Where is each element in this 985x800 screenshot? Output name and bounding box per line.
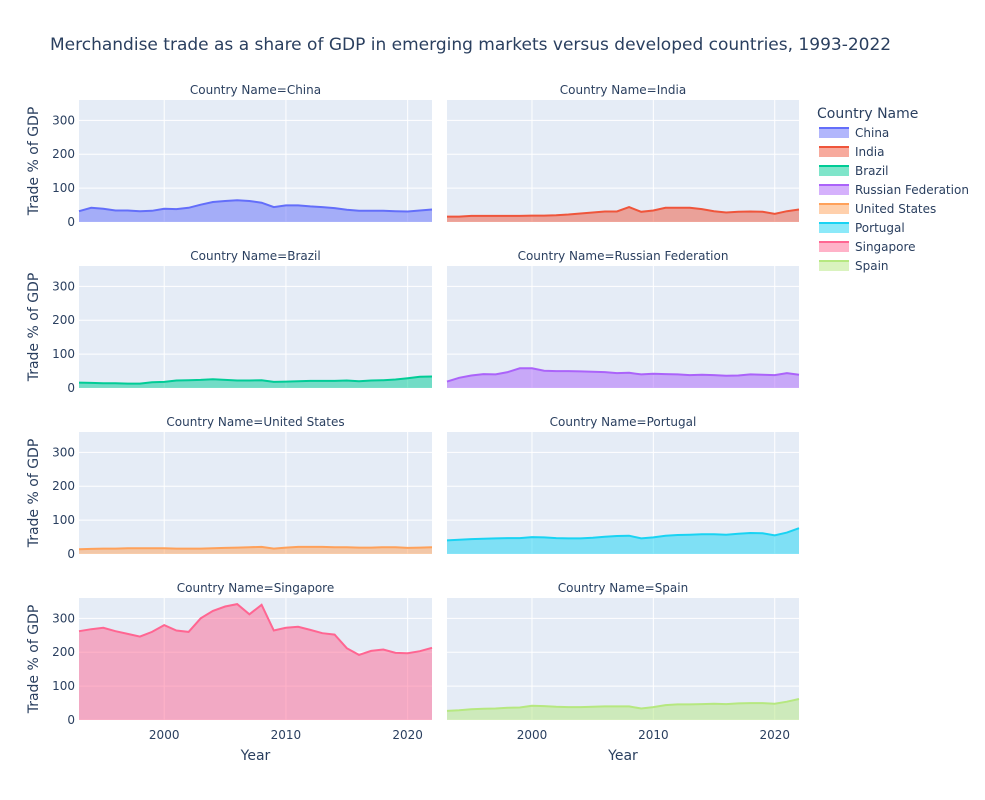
plot-background <box>447 266 799 388</box>
x-axis-label: Year <box>607 748 638 764</box>
x-tick-label: 2000 <box>149 728 180 742</box>
facet-label: Country Name=United States <box>166 415 344 429</box>
legend-label: China <box>855 126 889 140</box>
y-axis-label: Trade % of GDP <box>26 107 42 217</box>
legend-swatch <box>819 261 849 271</box>
legend-item[interactable]: India <box>819 145 884 159</box>
series-line <box>78 199 433 213</box>
y-tick-label: 300 <box>52 113 75 127</box>
plot-background <box>447 100 799 222</box>
y-tick-label: 100 <box>52 347 75 361</box>
legend: Country Name China India Brazil Russian Fed… <box>817 106 969 273</box>
legend-swatch <box>819 185 849 195</box>
legend-swatch <box>819 128 849 138</box>
series-area <box>79 200 432 222</box>
x-tick-label: 2010 <box>638 728 669 742</box>
y-tick-label: 0 <box>67 547 75 561</box>
y-tick-label: 300 <box>52 611 75 625</box>
legend-label: Singapore <box>855 240 916 254</box>
facet-label: Country Name=India <box>560 83 686 97</box>
legend-item[interactable]: United States <box>819 202 936 216</box>
legend-item[interactable]: Brazil <box>819 164 889 178</box>
legend-item[interactable]: China <box>819 126 889 140</box>
facet-panel: Country Name=Russian Federation <box>446 249 800 389</box>
y-tick-label: 0 <box>67 215 75 229</box>
legend-swatch <box>819 147 849 157</box>
y-tick-label: 200 <box>52 479 75 493</box>
series-line <box>78 603 433 656</box>
facet-panels: Country Name=China 0 100 200 300 Trade % of G… <box>26 83 800 764</box>
y-tick-label: 200 <box>52 147 75 161</box>
legend-swatch <box>819 223 849 233</box>
plot-background <box>79 266 432 388</box>
legend-label: United States <box>855 202 936 216</box>
series-line <box>447 206 800 218</box>
y-tick-label: 0 <box>67 713 75 727</box>
legend-swatch <box>819 242 849 252</box>
facet-label: Country Name=China <box>190 83 321 97</box>
facet-panel: Country Name=China 0 100 200 300 Trade % of G… <box>26 83 433 229</box>
plot-background <box>447 598 799 720</box>
series-line <box>78 545 433 551</box>
facet-panel: Country Name=United States 0 100 200 300 Trad… <box>26 415 433 561</box>
legend-label: Brazil <box>855 164 889 178</box>
y-tick-label: 200 <box>52 313 75 327</box>
series-line <box>446 527 800 542</box>
facet-panel: Country Name=Brazil 0 100 200 300 Trade % of … <box>26 249 433 395</box>
facet-label: Country Name=Portugal <box>550 415 697 429</box>
y-tick-label: 0 <box>67 381 75 395</box>
facet-label: Country Name=Spain <box>558 581 688 595</box>
x-tick-label: 2020 <box>759 728 790 742</box>
facet-panel: Country Name=India <box>447 83 800 223</box>
y-tick-label: 300 <box>52 445 75 459</box>
series-area <box>79 604 432 720</box>
series-area <box>447 368 799 388</box>
facet-panel: Country Name=Portugal <box>446 415 800 555</box>
legend-title: Country Name <box>817 106 918 122</box>
legend-label: Russian Federation <box>855 183 969 197</box>
series-line <box>446 698 800 712</box>
legend-item[interactable]: Russian Federation <box>819 183 969 197</box>
y-tick-label: 100 <box>52 679 75 693</box>
facet-panel: Country Name=Singapore 0 100 200 300 Trade % … <box>26 581 433 764</box>
legend-label: Portugal <box>855 221 905 235</box>
series-line <box>78 375 433 385</box>
chart-title: Merchandise trade as a share of GDP in e… <box>50 35 891 55</box>
legend-swatch <box>819 166 849 176</box>
legend-item[interactable]: Singapore <box>819 240 916 254</box>
y-axis-label: Trade % of GDP <box>26 273 42 383</box>
y-axis-label: Trade % of GDP <box>26 439 42 549</box>
series-area <box>79 376 432 388</box>
series-line <box>446 367 800 383</box>
y-tick-label: 100 <box>52 181 75 195</box>
x-tick-label: 2000 <box>517 728 548 742</box>
y-tick-label: 300 <box>52 279 75 293</box>
facet-label: Country Name=Russian Federation <box>518 249 729 263</box>
x-axis-label: Year <box>240 748 271 764</box>
facet-label: Country Name=Singapore <box>177 581 334 595</box>
y-tick-label: 100 <box>52 513 75 527</box>
facet-label: Country Name=Brazil <box>190 249 320 263</box>
legend-label: India <box>855 145 884 159</box>
facet-panel: Country Name=Spain 2000 2010 2020 Year <box>446 581 800 764</box>
y-tick-label: 200 <box>52 645 75 659</box>
plot-background <box>79 432 432 554</box>
legend-item[interactable]: Portugal <box>819 221 905 235</box>
legend-item[interactable]: Spain <box>819 259 889 273</box>
x-tick-label: 2010 <box>271 728 302 742</box>
legend-label: Spain <box>855 259 889 273</box>
x-tick-label: 2020 <box>392 728 423 742</box>
y-axis-label: Trade % of GDP <box>26 605 42 715</box>
legend-swatch <box>819 204 849 214</box>
